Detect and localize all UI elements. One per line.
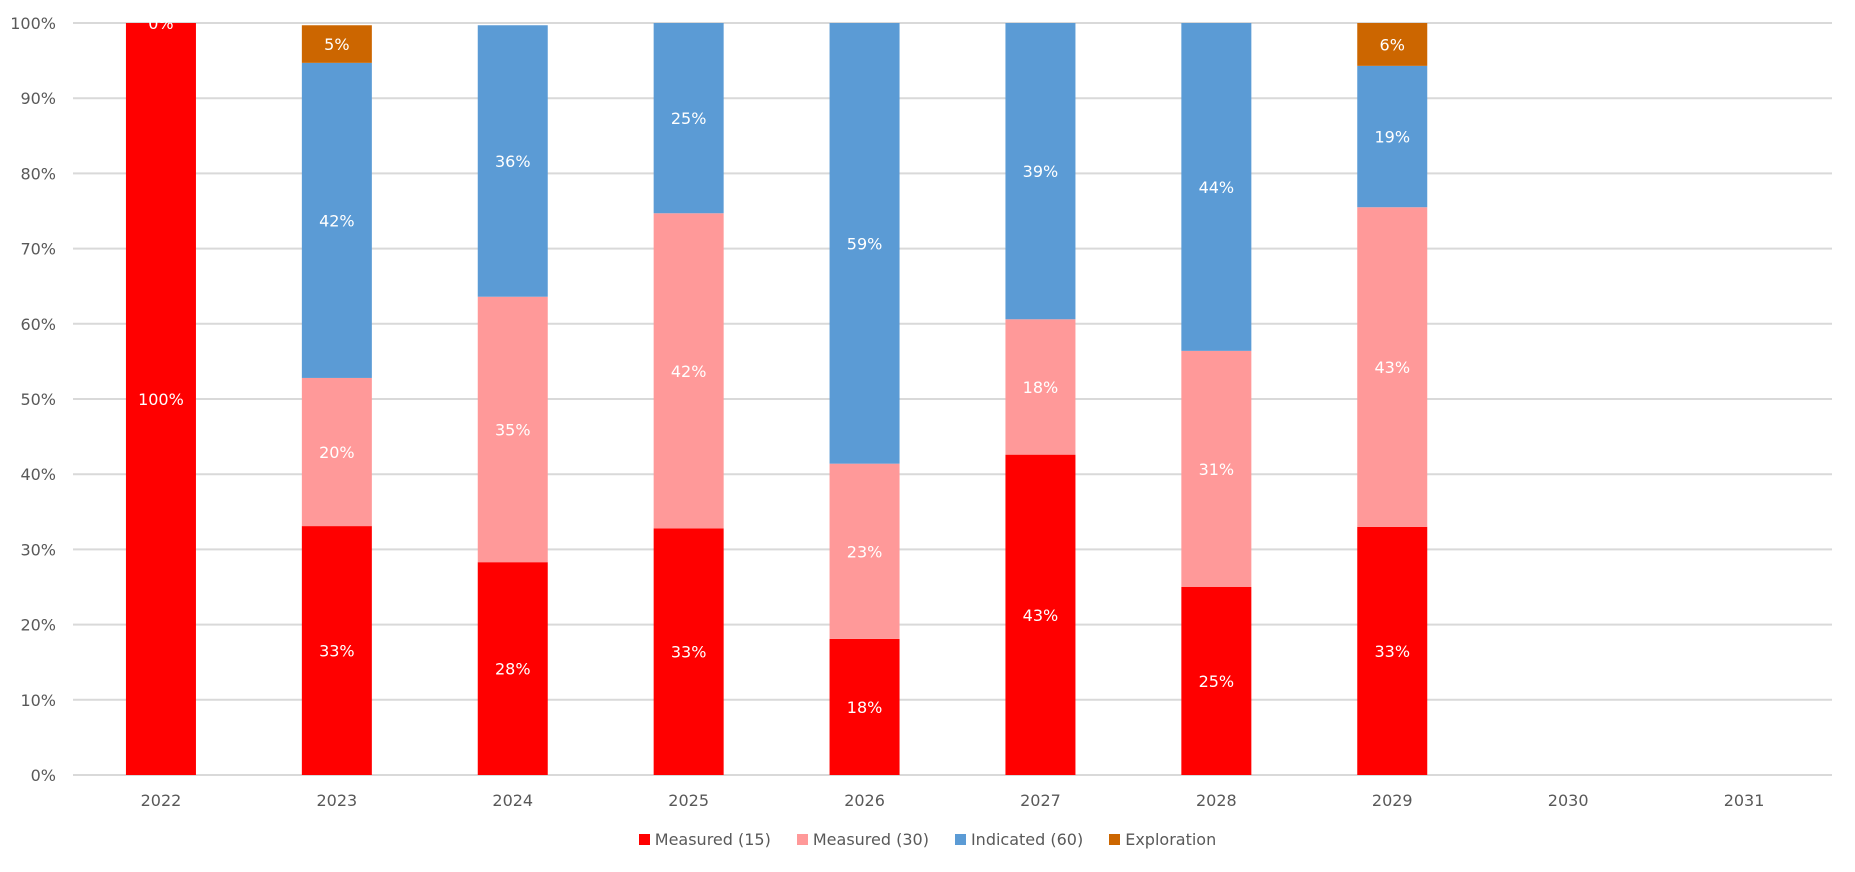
bar-segment <box>1005 319 1076 455</box>
data-label: 42% <box>319 211 355 230</box>
legend-item-exploration: Exploration <box>1109 830 1216 849</box>
bar-segment <box>829 463 900 639</box>
bars <box>125 23 1428 775</box>
data-label: 59% <box>847 234 883 253</box>
legend: Measured (15) Measured (30) Indicated (6… <box>0 830 1855 849</box>
bar-segment <box>1357 526 1428 775</box>
x-tick-label: 2027 <box>1020 791 1061 810</box>
data-label: 6% <box>1380 35 1405 54</box>
x-tick-label: 2031 <box>1724 791 1765 810</box>
x-tick-label: 2030 <box>1548 791 1589 810</box>
legend-item-measured-15: Measured (15) <box>638 830 771 849</box>
data-label: 28% <box>495 660 531 679</box>
x-tick-label: 2024 <box>492 791 533 810</box>
data-label: 0% <box>148 14 173 33</box>
data-label: 18% <box>1023 378 1059 397</box>
data-label: 39% <box>1023 162 1059 181</box>
y-tick-label: 90% <box>20 89 56 108</box>
legend-swatch <box>954 834 966 845</box>
legend-swatch <box>1109 834 1121 845</box>
data-label: 36% <box>495 152 531 171</box>
data-label: 43% <box>1023 606 1059 625</box>
bar-segment <box>125 23 196 775</box>
bar-segment <box>301 62 372 378</box>
y-tick-label: 10% <box>20 691 56 710</box>
data-label: 25% <box>1199 672 1235 691</box>
bar-segment <box>477 25 548 297</box>
bar-segment <box>1005 23 1076 320</box>
data-label: 18% <box>847 698 883 717</box>
data-labels: 100% 0% 33% 20% 42% 5% 28% 35% 36% 33% 42% 25% 18% 23… <box>138 14 1410 717</box>
y-tick-label: 50% <box>20 390 56 409</box>
y-tick-label: 40% <box>20 465 56 484</box>
y-tick-label: 20% <box>20 616 56 635</box>
data-label: 44% <box>1199 178 1235 197</box>
data-label: 43% <box>1374 358 1410 377</box>
bar-segment <box>653 213 724 529</box>
legend-label: Measured (15) <box>654 830 771 849</box>
legend-item-measured-30: Measured (30) <box>796 830 929 849</box>
x-tick-label: 2023 <box>316 791 357 810</box>
bar-segment <box>653 23 724 214</box>
data-label: 35% <box>495 420 531 439</box>
data-label: 33% <box>671 643 707 662</box>
x-tick-label: 2022 <box>141 791 182 810</box>
bar-segment <box>829 23 900 464</box>
x-tick-label: 2025 <box>668 791 709 810</box>
bar-segment <box>1357 23 1428 66</box>
bar-segment <box>1181 587 1252 775</box>
x-axis: 2022 2023 2024 2025 2026 2027 2028 2029 2030 2031 <box>141 791 1765 810</box>
data-label: 19% <box>1374 128 1410 147</box>
data-label: 25% <box>671 109 707 128</box>
bar-segment <box>1005 454 1076 775</box>
y-tick-label: 70% <box>20 240 56 259</box>
legend-label: Indicated (60) <box>970 830 1084 849</box>
legend-item-indicated-60: Indicated (60) <box>954 830 1084 849</box>
data-label: 33% <box>1374 642 1410 661</box>
bar-segment <box>1357 207 1428 527</box>
bar-segment <box>1181 350 1252 587</box>
data-label: 33% <box>319 642 355 661</box>
data-label: 100% <box>138 390 184 409</box>
bar-segment <box>301 25 372 63</box>
bar-segment <box>477 296 548 563</box>
bar-segment <box>301 526 372 775</box>
x-tick-label: 2026 <box>844 791 885 810</box>
x-tick-label: 2028 <box>1196 791 1237 810</box>
legend-swatch <box>796 834 808 845</box>
data-label: 31% <box>1199 460 1235 479</box>
legend-label: Exploration <box>1125 830 1217 849</box>
bar-segment <box>1357 65 1428 208</box>
x-tick-label: 2029 <box>1372 791 1413 810</box>
y-tick-label: 0% <box>31 766 56 785</box>
legend-label: Measured (30) <box>812 830 929 849</box>
y-tick-label: 30% <box>20 540 56 559</box>
data-label: 23% <box>847 542 883 561</box>
bar-segment <box>829 638 900 775</box>
data-label: 5% <box>324 35 349 54</box>
bar-segment <box>1181 23 1252 351</box>
y-tick-label: 100% <box>10 14 56 33</box>
data-label: 42% <box>671 362 707 381</box>
y-tick-label: 60% <box>20 315 56 334</box>
bar-segment <box>301 377 372 527</box>
y-tick-label: 80% <box>20 164 56 183</box>
data-label: 20% <box>319 443 355 462</box>
legend-swatch <box>638 834 650 845</box>
bar-segment <box>477 562 548 775</box>
y-axis: 0% 10% 20% 30% 40% 50% 60% 70% 80% 90% 100% <box>10 14 56 785</box>
bar-segment <box>653 528 724 775</box>
